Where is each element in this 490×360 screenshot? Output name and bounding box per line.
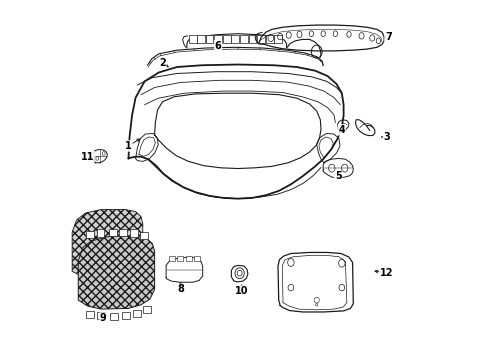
Bar [257, 35, 265, 43]
Bar [86, 231, 94, 238]
Bar [110, 313, 118, 320]
Text: 5: 5 [335, 171, 342, 181]
Bar [197, 35, 205, 43]
Bar [86, 311, 94, 318]
Bar [143, 306, 151, 314]
Bar [231, 35, 239, 43]
Bar [133, 310, 141, 317]
Bar [122, 312, 129, 319]
Bar [140, 231, 148, 239]
Text: 12: 12 [380, 268, 393, 278]
Text: 3: 3 [383, 132, 390, 142]
Bar [120, 229, 127, 236]
Bar [205, 35, 214, 43]
Bar [266, 35, 274, 43]
Polygon shape [78, 235, 155, 309]
Bar [186, 256, 192, 261]
Text: 6: 6 [215, 41, 221, 50]
Bar [274, 35, 282, 43]
Text: 4: 4 [339, 125, 345, 135]
Bar [248, 35, 256, 43]
Text: 7: 7 [385, 32, 392, 41]
Bar [97, 312, 105, 319]
Bar [223, 35, 231, 43]
Text: 8: 8 [177, 284, 184, 294]
Bar [130, 229, 138, 237]
Polygon shape [72, 210, 143, 278]
Bar [97, 229, 104, 237]
Bar [189, 35, 196, 43]
Text: 1: 1 [125, 141, 132, 151]
Text: 2: 2 [159, 58, 166, 68]
Bar [194, 256, 200, 261]
Text: 11: 11 [80, 152, 94, 162]
Bar [170, 256, 175, 261]
Text: 10: 10 [235, 286, 248, 296]
Bar [109, 229, 117, 236]
Bar [240, 35, 248, 43]
Text: 9: 9 [100, 313, 107, 323]
Bar [177, 256, 183, 261]
Bar [214, 35, 222, 43]
